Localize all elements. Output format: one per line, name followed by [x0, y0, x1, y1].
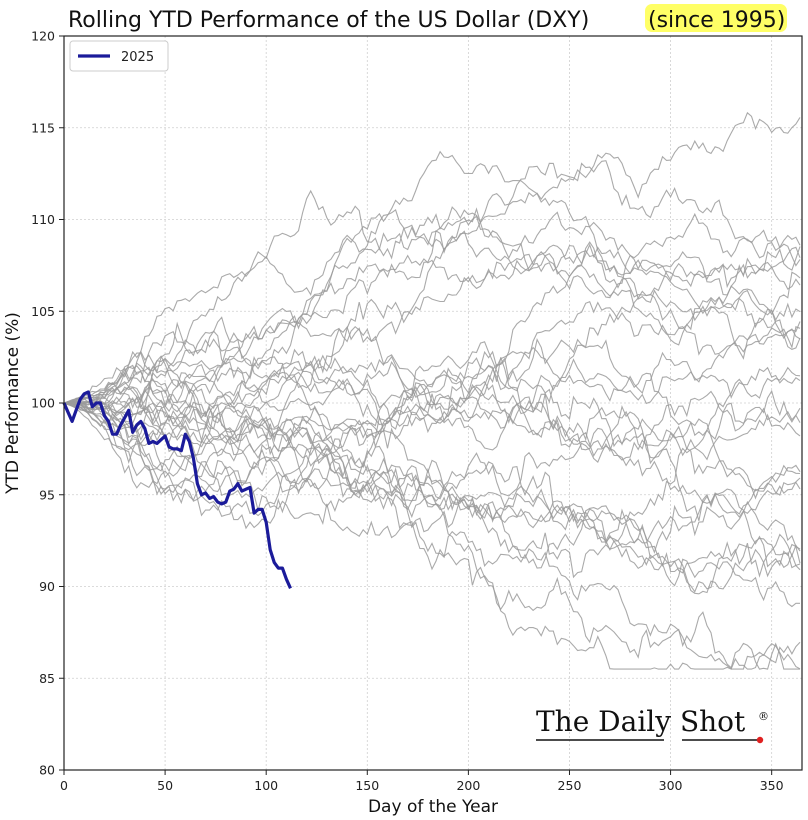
historical-year-line [63, 388, 800, 670]
y-tick-label: 90 [39, 579, 55, 594]
x-tick-label: 150 [355, 778, 379, 793]
historical-year-line [63, 373, 801, 574]
legend: 2025 [69, 40, 169, 72]
x-tick-label: 0 [60, 778, 68, 793]
y-axis-label: YTD Performance (%) [3, 312, 23, 495]
title-highlight-text: (since 1995) [648, 8, 785, 33]
historical-year-line [63, 244, 801, 404]
historical-series [63, 111, 801, 670]
watermark-mark: ® [758, 710, 769, 723]
y-tick-label: 110 [31, 212, 55, 227]
y-tick-label: 100 [31, 396, 55, 411]
title-highlight-box [645, 4, 787, 32]
historical-year-line [63, 111, 801, 404]
historical-year-line [63, 400, 801, 500]
historical-year-line [63, 207, 801, 446]
watermark-red-dot [756, 736, 764, 744]
historical-year-line [63, 402, 801, 579]
watermark-logo: The Daily Shot ® [536, 705, 769, 744]
chart-title: Rolling YTD Performance of the US Dollar… [68, 4, 787, 33]
historical-year-line [63, 209, 801, 411]
historical-year-line [64, 386, 801, 593]
historical-year-line [63, 189, 801, 404]
y-tick-label: 95 [39, 487, 55, 502]
y-tick-label: 105 [31, 304, 55, 319]
title-text: Rolling YTD Performance of the US Dollar… [68, 8, 589, 33]
historical-year-line [63, 246, 801, 457]
historical-year-line [63, 389, 801, 530]
y-tick-label: 85 [39, 671, 55, 686]
historical-year-line [63, 369, 801, 552]
historical-year-line [63, 402, 801, 595]
series-line-2025 [62, 390, 292, 589]
historical-year-line [63, 346, 801, 473]
historical-year-line [63, 402, 801, 670]
historical-year-line [63, 290, 801, 422]
x-tick-label: 100 [254, 778, 278, 793]
y-axis-ticks: 80 85 90 95 100 105 110 115 120 [31, 29, 64, 778]
historical-year-line [63, 383, 801, 515]
historical-year-line [63, 365, 801, 670]
historical-year-line [63, 339, 801, 440]
historical-year-line [63, 243, 801, 416]
historical-year-line [63, 321, 801, 568]
x-axis-label: Day of the Year [368, 797, 498, 817]
y-tick-label: 115 [31, 120, 55, 135]
historical-year-line [63, 402, 800, 608]
historical-year-line [63, 150, 801, 405]
x-tick-label: 50 [157, 778, 173, 793]
current-series [62, 390, 292, 589]
historical-year-line [63, 341, 801, 477]
legend-box [69, 40, 169, 72]
x-tick-label: 350 [760, 778, 784, 793]
watermark-text: The Daily Shot [536, 705, 746, 738]
x-tick-label: 300 [659, 778, 683, 793]
x-tick-label: 250 [558, 778, 582, 793]
x-tick-label: 200 [456, 778, 480, 793]
x-axis-ticks: 0 50 100 150 200 250 300 350 [60, 770, 784, 793]
y-tick-label: 80 [39, 763, 55, 778]
historical-year-line [63, 352, 801, 496]
legend-label: 2025 [121, 50, 154, 65]
y-tick-label: 120 [31, 29, 55, 44]
